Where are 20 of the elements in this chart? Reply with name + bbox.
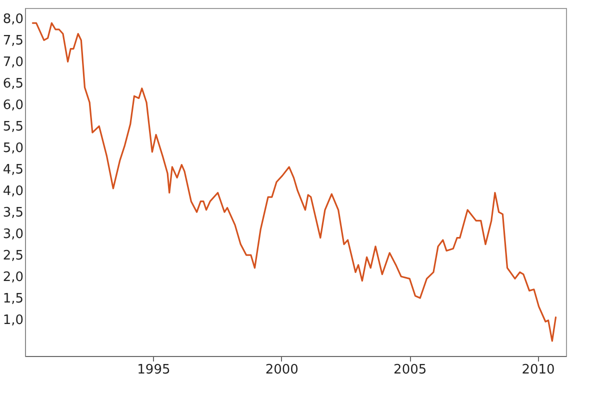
y-tick-label: 5,0 — [2, 141, 24, 156]
y-tick-label: 4,5 — [2, 162, 24, 178]
x-tick-label: 2000 — [265, 362, 298, 378]
y-tick-label: 3,5 — [2, 206, 24, 221]
y-tick-label: 2,5 — [2, 248, 24, 264]
y-tick-label: 6,0 — [2, 98, 24, 114]
y-tick-label: 8,0 — [2, 12, 24, 28]
x-tick-label: 1995 — [137, 362, 170, 378]
y-tick-label: 3,0 — [2, 227, 24, 242]
y-tick-label: 5,5 — [2, 120, 24, 135]
y-tick-label: 2,0 — [2, 270, 24, 286]
y-tick-label: 1,5 — [2, 292, 24, 306]
y-tick-label: 1,0 — [2, 312, 24, 328]
y-tick-label: 7,5 — [2, 34, 24, 49]
x-tick-label: 2005 — [394, 362, 427, 378]
y-tick-label: 4,0 — [2, 184, 24, 200]
y-tick-label: 7,0 — [2, 55, 24, 70]
y-tick-label: 6,5 — [2, 76, 24, 92]
x-tick-label: 2010 — [522, 362, 555, 378]
line-series — [32, 22, 557, 342]
